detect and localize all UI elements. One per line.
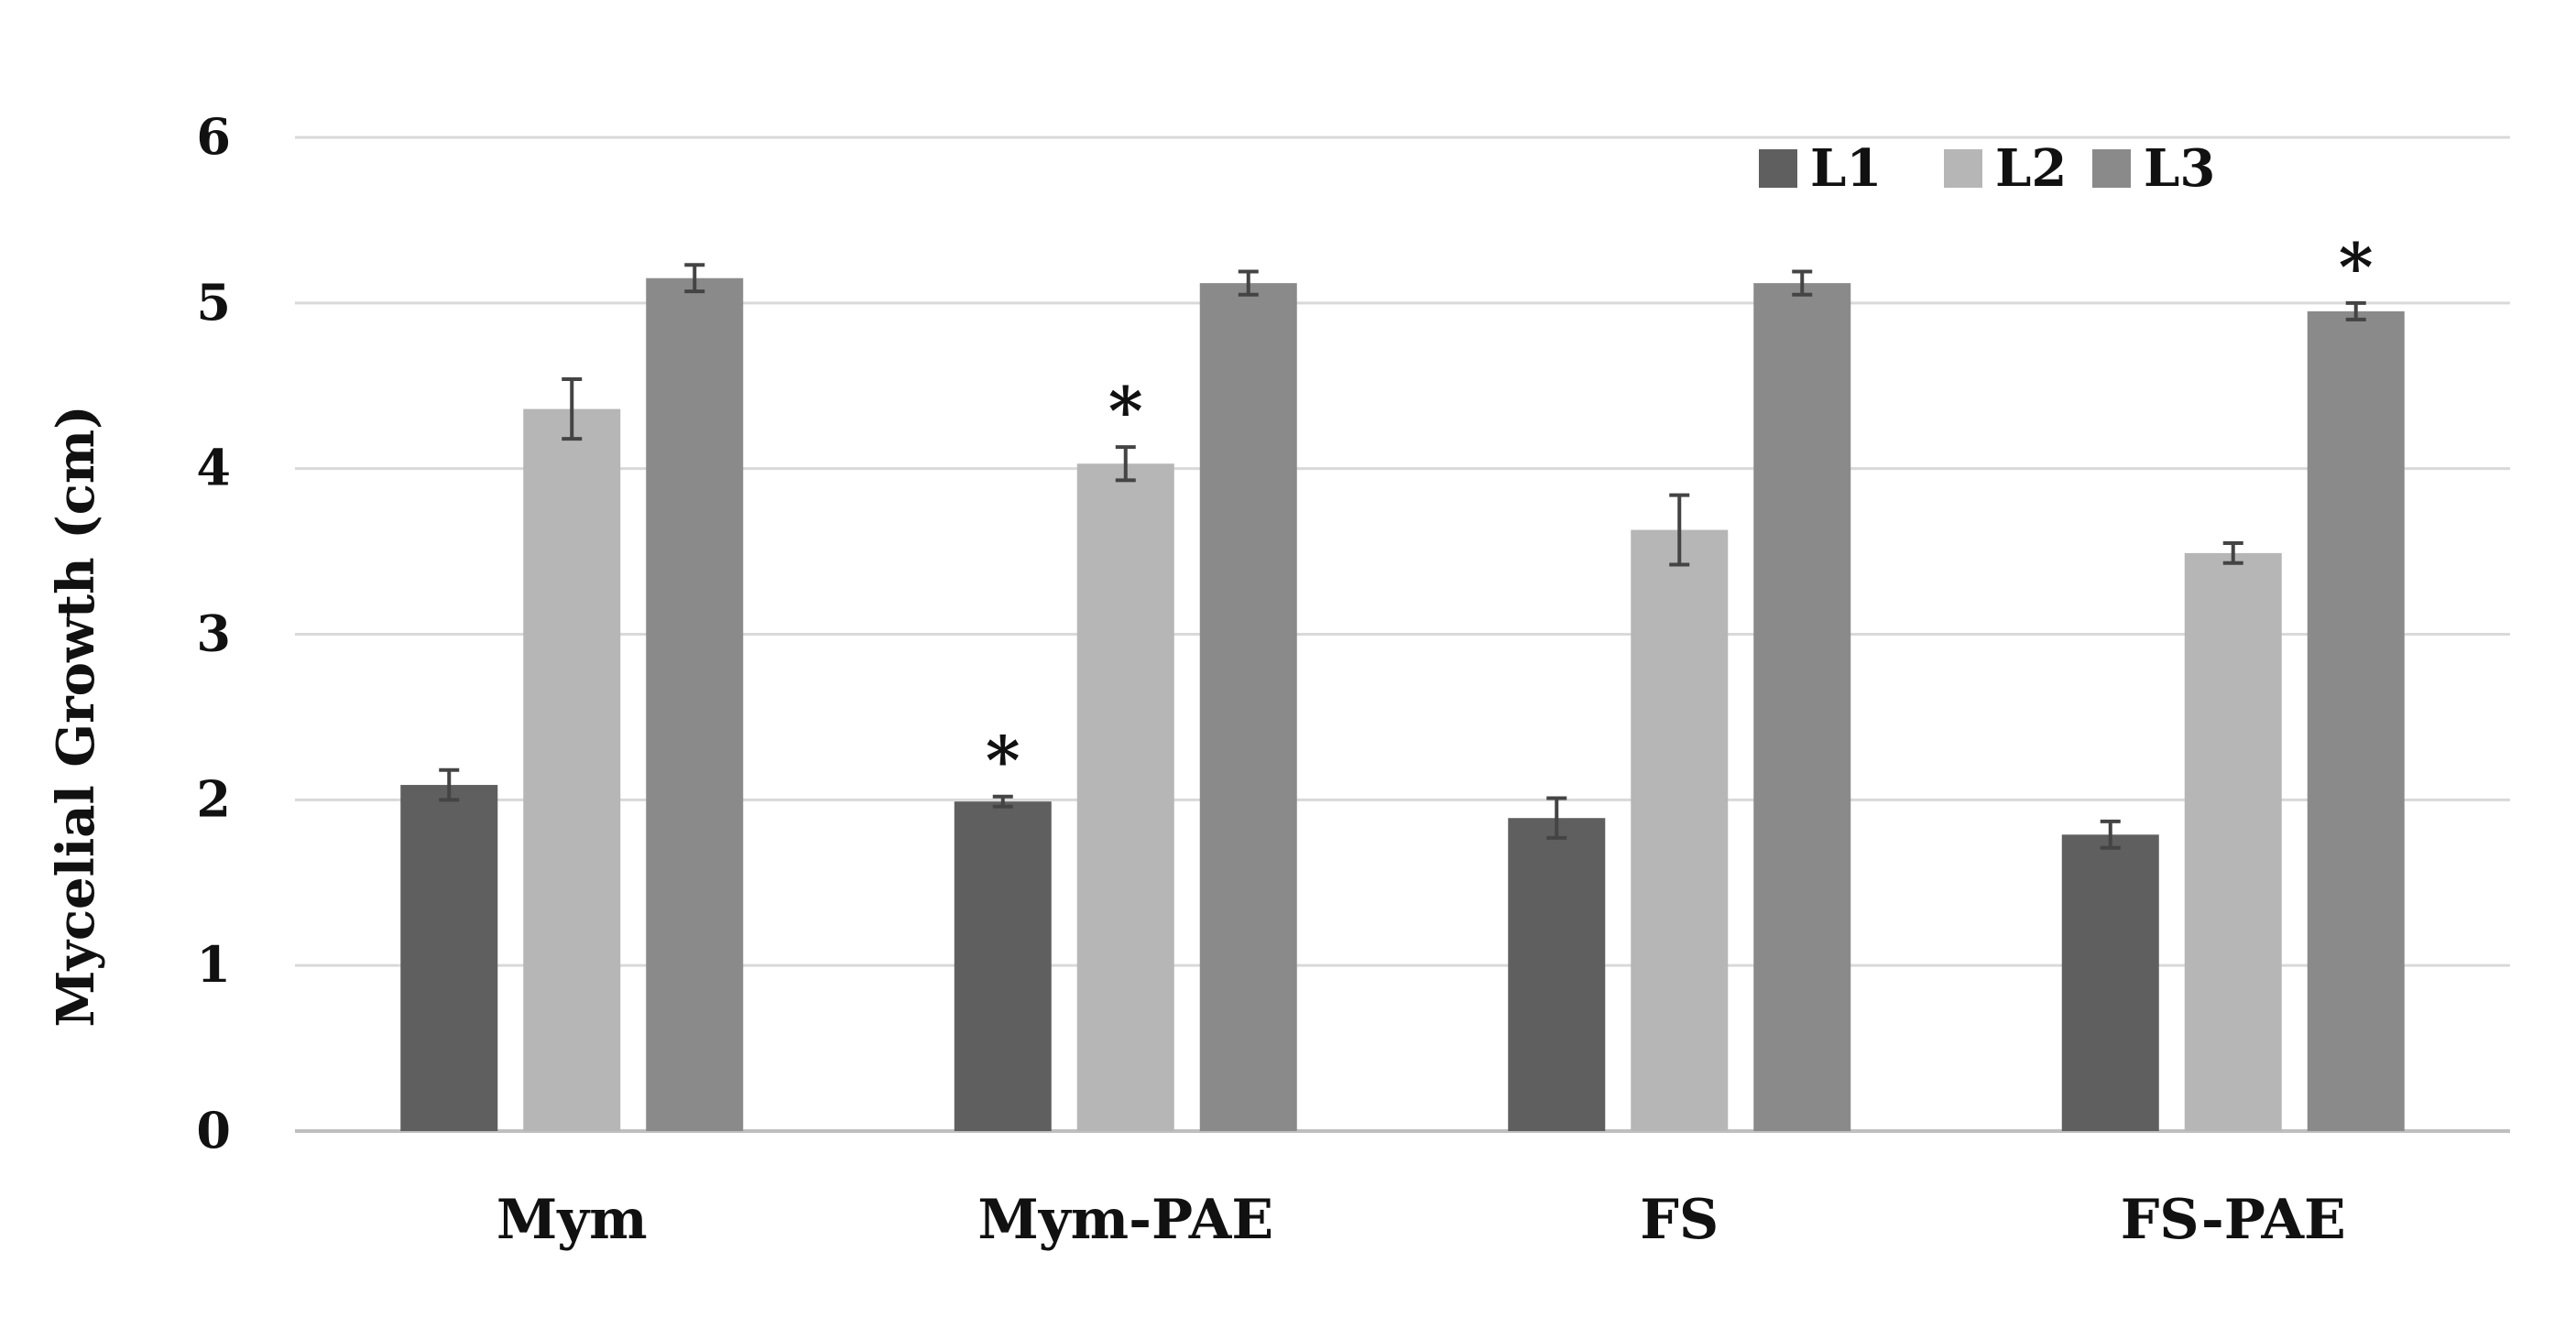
significance-marker: * [2339, 228, 2374, 306]
bar-l2-fs [1631, 529, 1729, 1131]
error-bar [2100, 819, 2121, 850]
significance-marker: * [986, 722, 1021, 800]
legend-label: L2 [1995, 138, 2067, 199]
bar-l3-fs [1753, 283, 1851, 1132]
error-bar [562, 377, 583, 441]
bar-l2-fs-pae [2184, 552, 2282, 1131]
y-tick-label: 5 [196, 273, 231, 332]
error-bar [2345, 300, 2366, 321]
error-bar [2222, 541, 2243, 565]
bars [400, 278, 2405, 1132]
x-tick-label: FS-PAE [2121, 1188, 2346, 1252]
x-tick-label: Mym-PAE [977, 1188, 1273, 1252]
significance-marker: * [1108, 372, 1143, 450]
y-tick-label: 3 [196, 604, 231, 663]
x-tick-label: Mym [497, 1188, 648, 1252]
error-bar [1238, 269, 1259, 297]
bar-l2-mym-pae [1076, 463, 1174, 1131]
error-bars [439, 263, 2366, 850]
y-tick-label: 6 [196, 107, 231, 166]
error-bar [1669, 493, 1690, 567]
bar-l1-mym [400, 785, 498, 1131]
error-bar [1792, 269, 1813, 297]
y-tick-label: 0 [196, 1101, 231, 1159]
legend-swatch [1944, 149, 1982, 188]
gridlines [295, 136, 2510, 1133]
bar-l3-fs-pae [2307, 310, 2405, 1131]
error-bar [1115, 445, 1136, 483]
legend-label: L3 [2144, 138, 2215, 199]
x-tick-label: FS [1640, 1188, 1719, 1252]
bar-l3-mym-pae [1199, 283, 1297, 1132]
error-bar [1546, 796, 1567, 840]
legend: L1 L2 L3 [1759, 138, 2215, 199]
y-axis-title: Mycelial Growth (cm) [46, 405, 106, 1027]
error-bar [992, 794, 1013, 809]
bar-l2-mym [523, 408, 621, 1132]
y-tick-label: 1 [196, 935, 231, 994]
y-tick-label: 2 [196, 769, 231, 828]
bar-l3-mym [646, 278, 744, 1131]
error-bar [439, 767, 460, 802]
bar-l1-fs-pae [2061, 834, 2159, 1131]
legend-label: L1 [1810, 138, 1882, 199]
legend-swatch [2092, 149, 2131, 188]
bar-l1-fs [1508, 818, 1606, 1131]
y-tick-label: 4 [196, 439, 231, 497]
bar-l1-mym-pae [954, 801, 1052, 1131]
legend-swatch [1759, 149, 1797, 188]
error-bar [684, 263, 705, 294]
axis-labels: 0 1 2 3 4 5 6 Mym Mym-PAE FS FS-PAE * * * [196, 107, 2373, 1252]
